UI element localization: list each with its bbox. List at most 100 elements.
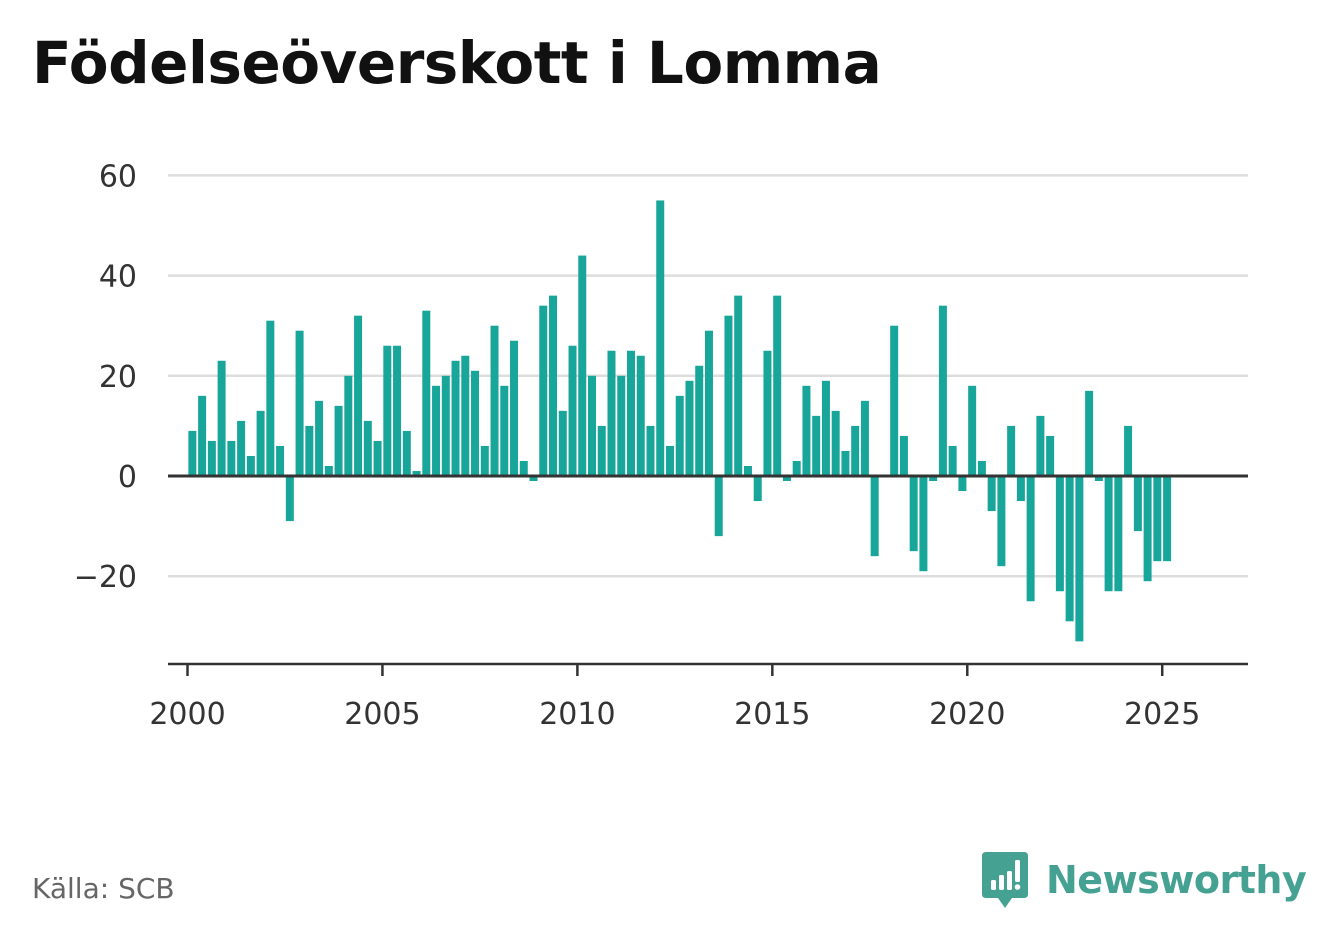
bar (276, 445, 285, 476)
bar (831, 410, 840, 476)
brand: Newsworthy (980, 848, 1307, 912)
bar (1016, 476, 1025, 502)
bar (627, 350, 635, 476)
bar (1075, 476, 1084, 642)
x-tick-label: 2020 (929, 697, 1005, 732)
bar (1153, 476, 1162, 562)
bar (1026, 476, 1035, 602)
bar (948, 445, 957, 476)
y-tick-label: 0 (118, 460, 137, 495)
bar (997, 476, 1006, 567)
x-tick-label: 2015 (734, 697, 810, 732)
bar (1124, 425, 1133, 476)
axes (168, 474, 1248, 676)
bar (743, 465, 752, 476)
x-tick-label: 2010 (539, 697, 615, 732)
bar (510, 340, 519, 476)
bar (704, 330, 713, 476)
bar (188, 430, 197, 476)
bar (471, 370, 480, 476)
bar (1143, 476, 1152, 582)
bar (519, 460, 528, 476)
bar (198, 395, 207, 476)
bar (237, 420, 246, 476)
brand-name: Newsworthy (1046, 858, 1307, 902)
bar (841, 450, 850, 476)
bar (860, 400, 869, 476)
bar (675, 395, 684, 476)
bar (646, 425, 655, 476)
bar (422, 310, 431, 476)
bar (909, 476, 918, 552)
bar (549, 295, 558, 476)
bar (695, 365, 704, 476)
bar (568, 345, 577, 476)
bar-chart: −20 0 20 40 60 2000 2005 2010 2015 2020 2025 (74, 159, 1248, 732)
bar (539, 305, 548, 476)
bar (607, 350, 616, 476)
bar (773, 295, 782, 476)
bar (295, 330, 304, 476)
bar (1114, 476, 1123, 592)
bar (344, 375, 353, 476)
chart-title: Födelseöverskott i Lomma (32, 29, 882, 97)
bar (373, 440, 382, 476)
bar (929, 476, 938, 482)
bar (1085, 390, 1094, 476)
y-axis-labels: −20 0 20 40 60 (74, 159, 137, 595)
bar (266, 320, 275, 476)
bar (432, 385, 441, 476)
bar (227, 440, 236, 476)
bar (1055, 476, 1064, 592)
bar (802, 385, 811, 476)
bar (480, 445, 489, 476)
bar (821, 380, 830, 476)
bar (792, 460, 801, 476)
bar (529, 476, 538, 482)
bar (412, 470, 421, 476)
bar (636, 355, 645, 476)
bar (763, 350, 772, 476)
bar (724, 315, 733, 476)
bar (305, 425, 314, 476)
bar (968, 385, 977, 476)
bar (919, 476, 928, 572)
bar (217, 360, 226, 476)
x-tick-label: 2000 (149, 697, 225, 732)
bar (1133, 476, 1142, 532)
bar (285, 476, 294, 522)
newsworthy-logo-icon (982, 852, 1028, 908)
bar (500, 385, 509, 476)
bar (617, 375, 626, 476)
bar (324, 465, 333, 476)
bar (977, 460, 986, 476)
bar (1163, 476, 1172, 562)
bar (207, 440, 216, 476)
bar (363, 420, 372, 476)
bar (899, 435, 908, 476)
bar (402, 430, 411, 476)
bar (812, 415, 821, 476)
bar (1036, 415, 1045, 476)
bar (665, 445, 674, 476)
bars (188, 200, 1172, 642)
bar (597, 425, 606, 476)
bar (870, 476, 879, 557)
bar (588, 375, 596, 476)
x-tick-label: 2005 (344, 697, 420, 732)
bar (938, 305, 947, 476)
bar (753, 476, 762, 502)
x-axis-labels: 2000 2005 2010 2015 2020 2025 (149, 697, 1200, 732)
bar (383, 345, 392, 476)
y-tick-label: 20 (99, 360, 137, 395)
bar (987, 476, 996, 512)
bar (246, 455, 255, 476)
bar (656, 200, 665, 476)
bar (461, 355, 470, 476)
bar (1007, 425, 1016, 476)
y-tick-label: −20 (74, 560, 137, 595)
bar (334, 405, 343, 476)
bar (578, 255, 587, 476)
bar (558, 410, 567, 476)
bar (1094, 476, 1103, 482)
